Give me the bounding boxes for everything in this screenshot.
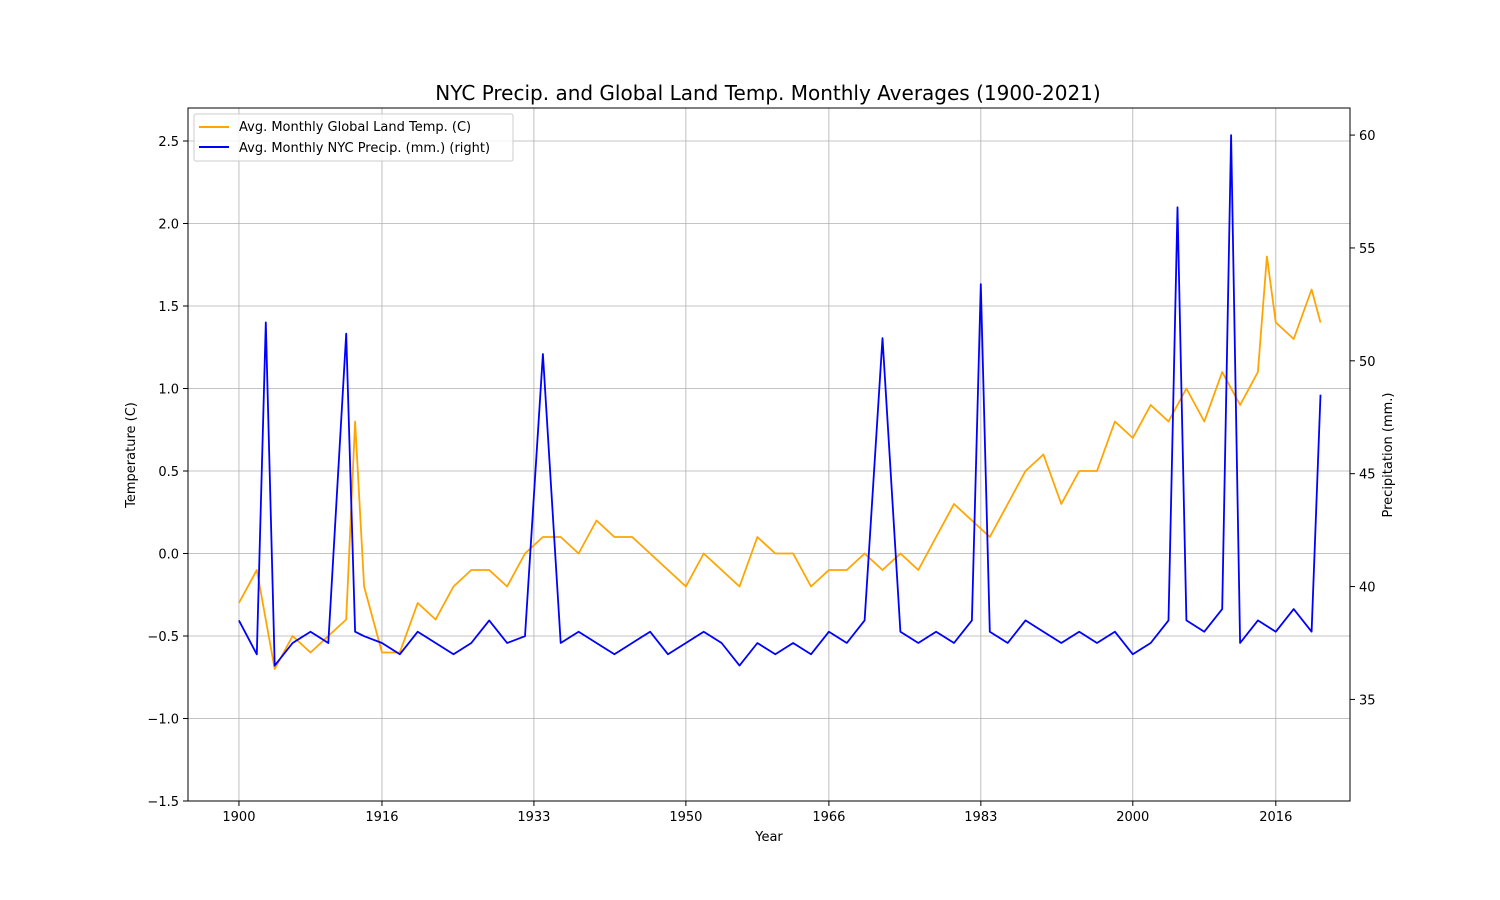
x-tick-label: 1983	[964, 810, 997, 825]
x-axis: 1900 1916 1933 1950 1966 1983 2000 2016	[222, 801, 1292, 825]
legend: Avg. Monthly Global Land Temp. (C) Avg. …	[193, 113, 514, 162]
plot-frame	[187, 107, 1351, 802]
y-axis-left: −1.5 −1.0 −0.5 0.0 0.5 1.0 1.5 2.0 2.5	[147, 135, 188, 810]
y-axis-left-label: Temperature (C)	[124, 402, 139, 509]
y-axis-right-label: Precipitation (mm.)	[1381, 393, 1396, 518]
y-left-tick-label: 2.5	[158, 135, 179, 150]
x-tick-label: 1900	[222, 810, 255, 825]
y-right-tick-label: 55	[1359, 242, 1376, 257]
y-left-tick-label: 0.5	[158, 465, 179, 480]
x-axis-label: Year	[754, 830, 783, 845]
y-right-tick-label: 35	[1359, 693, 1376, 708]
y-right-tick-label: 50	[1359, 355, 1376, 370]
legend-label-precipitation: Avg. Monthly NYC Precip. (mm.) (right)	[239, 141, 490, 156]
y-axis-right: 35 40 45 50 55 60	[1350, 129, 1376, 708]
y-left-tick-label: 1.5	[158, 300, 179, 315]
legend-box	[193, 113, 514, 162]
y-left-tick-label: 0.0	[158, 548, 179, 563]
x-tick-label: 1933	[517, 810, 550, 825]
y-left-tick-label: −1.0	[147, 713, 179, 728]
series-layer	[238, 134, 1322, 670]
x-tick-label: 1966	[812, 810, 845, 825]
chart-title: NYC Precip. and Global Land Temp. Monthl…	[435, 81, 1100, 105]
y-left-tick-label: −0.5	[147, 630, 179, 645]
y-right-tick-label: 60	[1359, 129, 1376, 144]
temperature-series-line	[238, 255, 1322, 670]
precipitation-series-line	[238, 134, 1322, 667]
x-tick-label: 2000	[1116, 810, 1149, 825]
y-left-tick-label: −1.5	[147, 795, 179, 810]
legend-label-temperature: Avg. Monthly Global Land Temp. (C)	[239, 120, 471, 135]
y-left-tick-label: 2.0	[158, 218, 179, 233]
y-right-tick-label: 45	[1359, 468, 1376, 483]
x-tick-label: 1916	[365, 810, 398, 825]
x-tick-label: 1950	[669, 810, 702, 825]
y-left-tick-label: 1.0	[158, 383, 179, 398]
y-right-tick-label: 40	[1359, 581, 1376, 596]
x-tick-label: 2016	[1259, 810, 1292, 825]
